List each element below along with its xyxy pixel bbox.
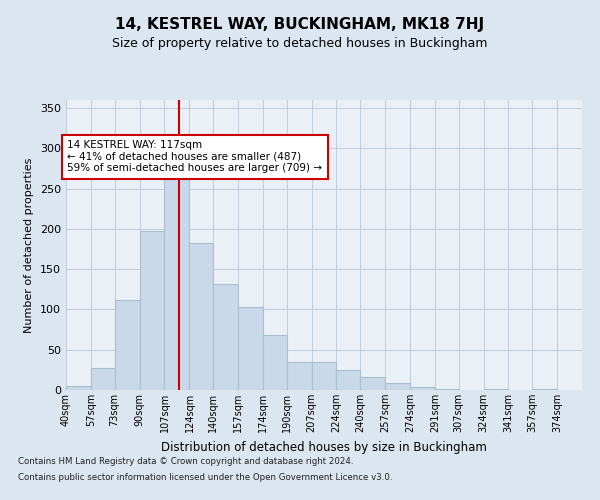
Text: 14, KESTREL WAY, BUCKINGHAM, MK18 7HJ: 14, KESTREL WAY, BUCKINGHAM, MK18 7HJ: [115, 18, 485, 32]
Y-axis label: Number of detached properties: Number of detached properties: [25, 158, 34, 332]
Bar: [115, 300, 140, 390]
Bar: [140, 230, 164, 390]
Text: Contains public sector information licensed under the Open Government Licence v3: Contains public sector information licen…: [18, 472, 392, 482]
X-axis label: Distribution of detached houses by size in Buckingham: Distribution of detached houses by size …: [161, 440, 487, 454]
Bar: [410, 387, 435, 390]
Bar: [484, 389, 508, 390]
Bar: [337, 370, 360, 390]
Bar: [435, 389, 458, 390]
Text: Contains HM Land Registry data © Crown copyright and database right 2024.: Contains HM Land Registry data © Crown c…: [18, 458, 353, 466]
Bar: [385, 383, 410, 390]
Bar: [213, 284, 238, 390]
Bar: [164, 154, 190, 390]
Bar: [263, 335, 287, 390]
Bar: [532, 389, 557, 390]
Text: Size of property relative to detached houses in Buckingham: Size of property relative to detached ho…: [112, 38, 488, 51]
Bar: [360, 377, 385, 390]
Bar: [190, 242, 213, 390]
Bar: [238, 307, 263, 390]
Text: 14 KESTREL WAY: 117sqm
← 41% of detached houses are smaller (487)
59% of semi-de: 14 KESTREL WAY: 117sqm ← 41% of detached…: [67, 140, 322, 173]
Bar: [66, 386, 91, 390]
Bar: [91, 368, 115, 390]
Bar: [311, 362, 337, 390]
Bar: [287, 362, 311, 390]
